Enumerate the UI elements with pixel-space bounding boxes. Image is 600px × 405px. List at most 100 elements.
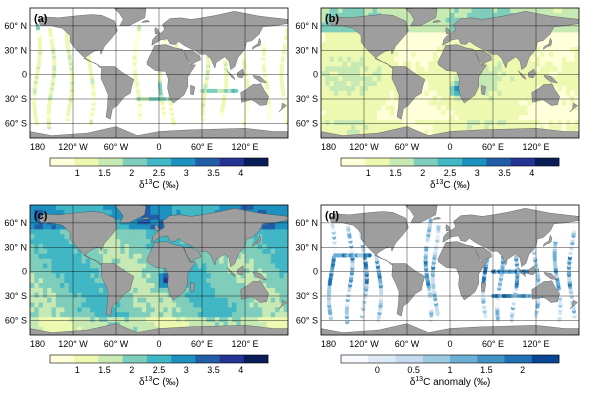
colorbar-swatch <box>195 355 220 363</box>
field-cell <box>488 12 494 19</box>
field-cell <box>176 297 181 303</box>
field-cell <box>257 268 263 274</box>
field-cell <box>193 302 199 308</box>
field-cell <box>55 263 61 269</box>
field-cell <box>385 125 391 131</box>
field-cell <box>154 205 160 211</box>
field-cell <box>544 47 550 53</box>
field-cell <box>544 61 550 67</box>
field-cell <box>55 258 61 264</box>
field-cell <box>64 326 70 333</box>
field-cell <box>355 71 361 77</box>
field-cell <box>441 120 447 126</box>
field-cell <box>441 100 447 106</box>
field-cell <box>38 209 44 216</box>
field-cell <box>351 125 356 131</box>
field-cell <box>210 302 216 308</box>
field-cell <box>30 322 35 328</box>
field-cell <box>553 105 558 111</box>
field-cell <box>133 292 138 299</box>
field-cell <box>141 263 147 269</box>
field-cell <box>419 37 425 43</box>
field-cell <box>223 278 229 284</box>
field-cell <box>376 105 382 111</box>
lon-label: 120° W <box>58 142 88 152</box>
field-cell <box>103 205 108 211</box>
field-cell <box>30 258 35 264</box>
field-cell <box>262 234 267 240</box>
field-cell <box>81 302 87 308</box>
field-cell <box>561 81 567 87</box>
field-cell <box>346 61 352 67</box>
field-cell <box>475 105 481 111</box>
field-cell <box>351 81 356 87</box>
field-cell <box>257 248 263 255</box>
colorbar-swatch <box>219 158 245 166</box>
field-cell <box>249 263 254 269</box>
field-cell <box>90 307 95 313</box>
field-cell <box>394 8 399 14</box>
field-cell <box>501 61 507 67</box>
field-cell <box>385 66 391 72</box>
field-cell <box>68 239 74 245</box>
field-cell <box>133 234 138 240</box>
field-cell <box>445 115 451 121</box>
field-cell <box>197 209 203 216</box>
lat-label: 30° N <box>295 45 318 55</box>
field-cell <box>189 209 194 216</box>
field-cell <box>60 273 65 279</box>
field-cell <box>73 273 78 279</box>
field-cell <box>146 273 151 279</box>
colorbar-swatch <box>365 158 390 166</box>
field-cell <box>227 322 233 328</box>
field-cell <box>372 56 378 63</box>
field-cell <box>283 239 288 245</box>
field-cell <box>419 56 425 63</box>
field-cell <box>441 115 447 121</box>
field-cell <box>432 100 438 106</box>
field-cell <box>189 302 194 308</box>
field-cell <box>432 42 438 48</box>
field-cell <box>381 66 386 72</box>
field-cell <box>531 76 537 82</box>
colorbar-swatch <box>504 355 533 363</box>
field-cell <box>372 81 378 87</box>
field-cell <box>570 90 576 97</box>
field-cell <box>355 8 361 14</box>
field-cell <box>55 205 61 211</box>
field-cell <box>120 317 125 323</box>
field-cell <box>197 297 203 303</box>
field-cell <box>128 307 134 313</box>
field-cell <box>111 312 117 318</box>
field-cell <box>68 307 74 313</box>
field-cell <box>553 115 558 121</box>
field-cell <box>275 239 280 245</box>
field-cell <box>484 71 490 77</box>
field-cell <box>107 317 113 323</box>
field-cell <box>275 322 280 328</box>
field-cell <box>133 278 138 284</box>
field-cell <box>81 268 87 274</box>
field-cell <box>419 47 425 53</box>
field-cell <box>73 268 78 274</box>
field-cell <box>359 86 365 92</box>
field-cell <box>77 283 82 289</box>
field-cell <box>77 322 82 328</box>
field-cell <box>94 312 100 318</box>
field-cell <box>566 37 571 43</box>
field-cell <box>536 105 541 111</box>
field-cell <box>514 105 520 111</box>
field-cell <box>402 37 408 43</box>
field-cell <box>206 292 211 299</box>
field-cell <box>484 100 490 106</box>
field-cell <box>432 110 438 116</box>
field-cell <box>154 209 160 216</box>
field-cell <box>120 239 125 245</box>
field-cell <box>467 125 472 131</box>
field-cell <box>553 86 558 92</box>
field-cell <box>351 110 356 116</box>
field-cell <box>146 326 151 333</box>
land-sumatra <box>517 70 527 80</box>
field-cell <box>137 253 143 260</box>
